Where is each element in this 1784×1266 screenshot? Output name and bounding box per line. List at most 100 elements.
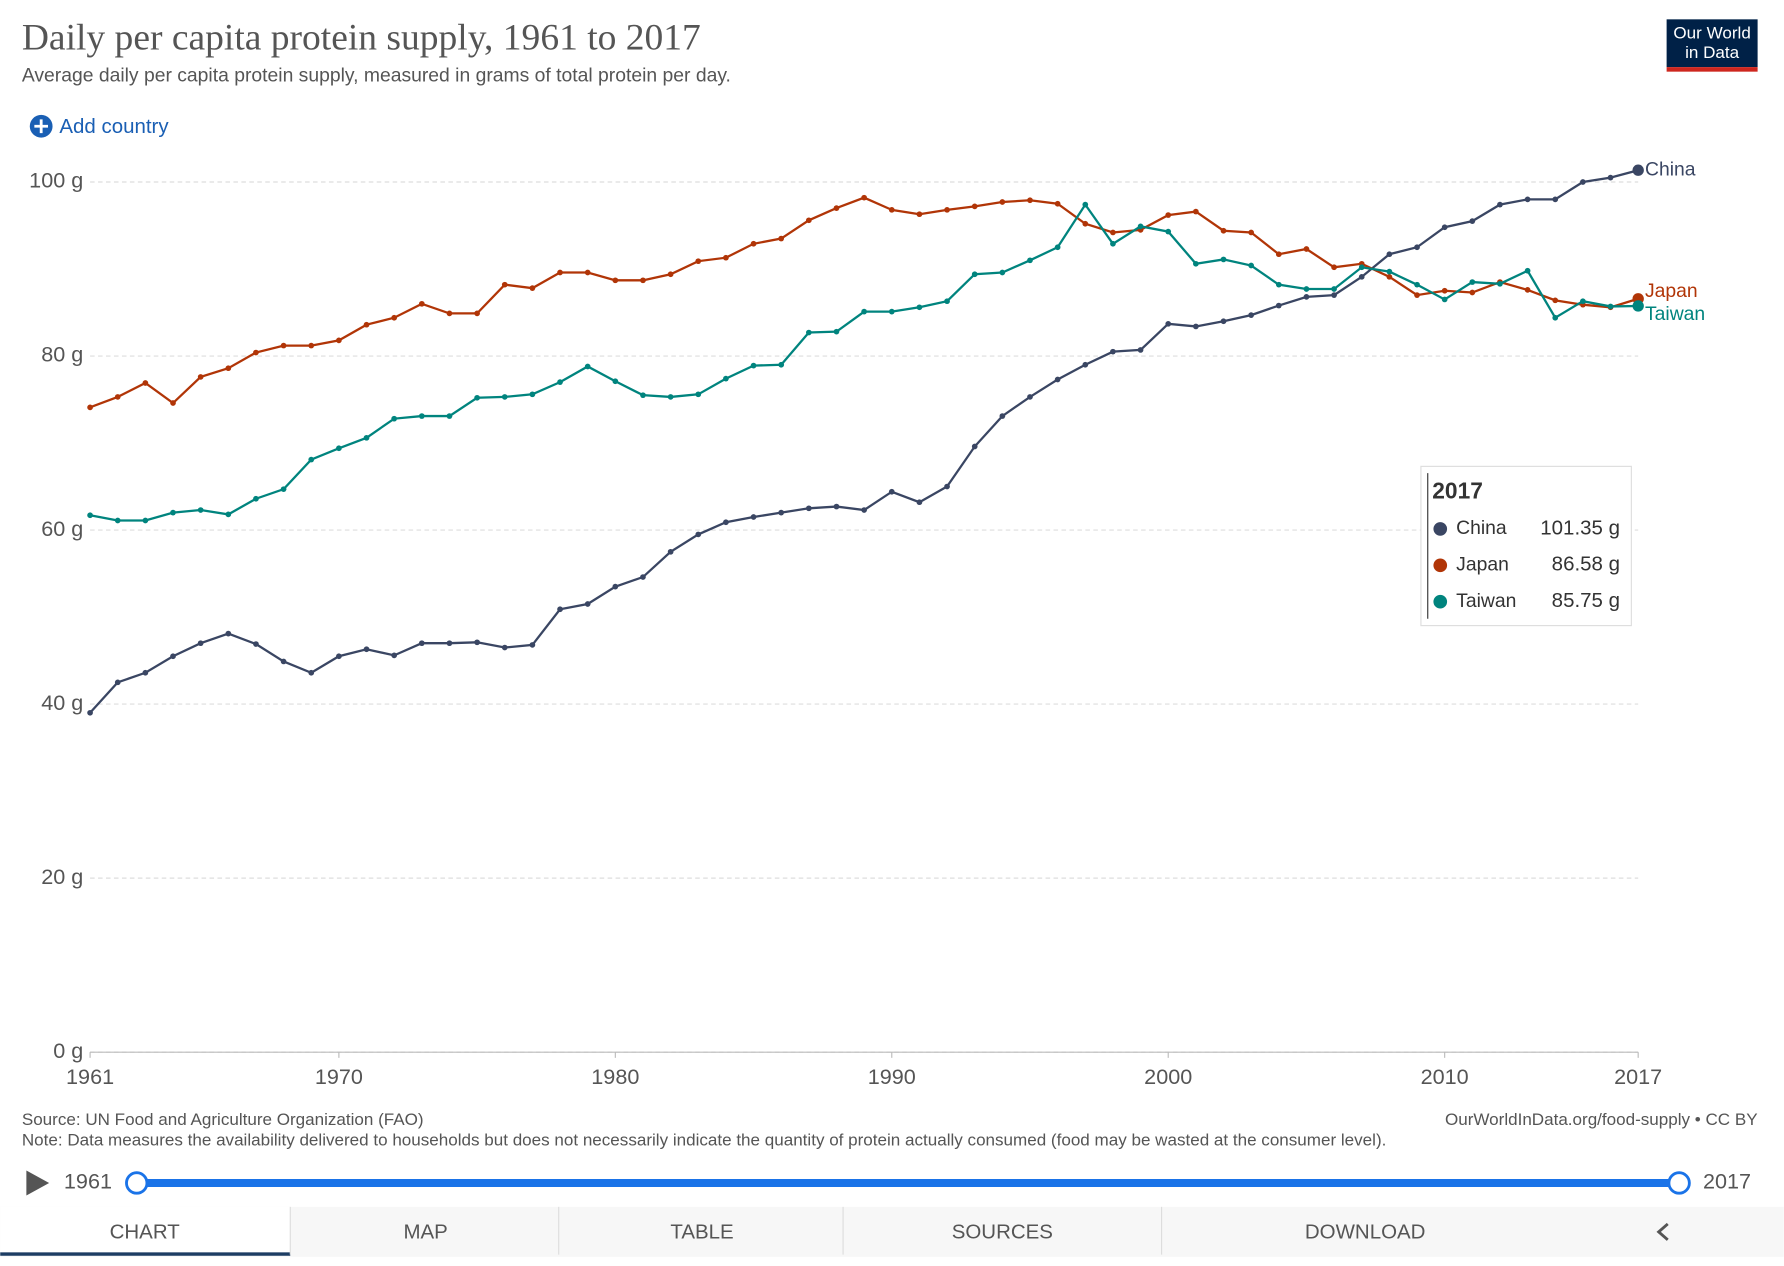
point xyxy=(1441,296,1448,303)
point xyxy=(750,514,757,520)
point xyxy=(1082,361,1089,368)
point xyxy=(280,658,287,665)
point xyxy=(1632,164,1644,176)
point xyxy=(557,379,563,385)
point xyxy=(114,679,121,686)
point xyxy=(114,394,121,400)
point xyxy=(1054,376,1061,383)
point xyxy=(1386,268,1393,275)
point xyxy=(750,362,757,369)
point xyxy=(446,310,453,317)
point xyxy=(695,391,702,398)
point xyxy=(170,509,176,516)
point xyxy=(1386,251,1393,258)
point xyxy=(750,240,757,247)
point xyxy=(1082,201,1089,208)
tab-underline xyxy=(0,1252,291,1256)
point xyxy=(999,199,1006,205)
point xyxy=(1303,286,1310,292)
point xyxy=(1027,257,1033,264)
point xyxy=(888,308,895,315)
point xyxy=(944,483,950,490)
timeline-handle[interactable] xyxy=(125,1171,149,1195)
point xyxy=(1386,273,1393,280)
point xyxy=(999,269,1006,276)
logo-text: Our World in Data xyxy=(1673,23,1751,63)
point xyxy=(363,646,370,653)
tooltip-value: 101.35 g xyxy=(1540,516,1620,539)
logo-wrap: Our World in Data xyxy=(1673,23,1751,63)
point xyxy=(944,298,950,305)
point xyxy=(805,505,812,512)
point xyxy=(391,652,398,659)
tooltip-swatch xyxy=(1433,558,1448,573)
point xyxy=(197,640,204,647)
point xyxy=(640,392,646,399)
tab-label[interactable]: DOWNLOAD xyxy=(1305,1220,1426,1243)
point xyxy=(418,640,425,647)
point xyxy=(916,499,923,506)
point xyxy=(640,277,646,284)
point xyxy=(1580,179,1586,185)
point xyxy=(1497,280,1503,287)
point xyxy=(1193,260,1199,267)
point xyxy=(1469,279,1476,285)
point xyxy=(87,512,93,519)
tab-label[interactable]: MAP xyxy=(403,1220,447,1243)
series-label: Japan xyxy=(1645,281,1698,302)
point xyxy=(612,277,619,284)
y-tick-label: 60 g xyxy=(41,516,83,541)
tab-label[interactable]: TABLE xyxy=(670,1220,733,1243)
point xyxy=(446,640,453,647)
point xyxy=(87,709,93,716)
point xyxy=(474,639,480,646)
tooltip-value: 86.58 g xyxy=(1552,553,1620,576)
point xyxy=(1054,200,1061,207)
point xyxy=(87,404,93,411)
point xyxy=(584,269,591,276)
y-tick-label: 20 g xyxy=(41,864,83,889)
tooltip: 2017 China 101.35 g Japan 86.58 g Taiwan 85.75… xyxy=(1420,465,1632,627)
point xyxy=(1220,256,1227,263)
point xyxy=(640,574,646,580)
point xyxy=(391,415,398,422)
point xyxy=(1469,218,1476,224)
point xyxy=(114,517,121,524)
point xyxy=(1580,298,1586,305)
point xyxy=(557,269,563,276)
point xyxy=(418,300,425,307)
point xyxy=(280,342,287,349)
tooltip-value: 85.75 g xyxy=(1552,589,1620,612)
tab-bar xyxy=(0,1206,1784,1257)
play-button[interactable] xyxy=(26,1170,50,1196)
point xyxy=(1193,208,1199,215)
add-country[interactable]: Add country xyxy=(29,115,170,138)
x-tick-label: 1970 xyxy=(315,1064,363,1089)
tab-label[interactable]: SOURCES xyxy=(952,1220,1053,1243)
series-label: Taiwan xyxy=(1645,304,1705,325)
share-icon[interactable] xyxy=(1656,1222,1669,1241)
point xyxy=(695,258,702,265)
point xyxy=(861,507,867,513)
point xyxy=(1165,320,1172,327)
y-tick-label: 40 g xyxy=(41,690,83,715)
point xyxy=(971,271,978,278)
timeline-handle[interactable] xyxy=(1667,1171,1691,1195)
point xyxy=(197,507,204,513)
point xyxy=(336,337,342,344)
point xyxy=(308,342,315,349)
point xyxy=(1303,294,1310,300)
x-tick-label: 1990 xyxy=(868,1064,916,1089)
point xyxy=(1414,281,1420,288)
tooltip-name: Taiwan xyxy=(1456,591,1516,612)
tab-active[interactable] xyxy=(0,1206,291,1255)
point xyxy=(1524,287,1531,293)
point xyxy=(142,669,149,676)
tab-label[interactable]: CHART xyxy=(110,1220,181,1243)
point xyxy=(501,281,508,288)
point xyxy=(1248,229,1254,236)
point xyxy=(723,254,729,261)
logo[interactable]: Our World in Data xyxy=(1666,19,1758,72)
y-tick-label: 80 g xyxy=(41,342,83,367)
